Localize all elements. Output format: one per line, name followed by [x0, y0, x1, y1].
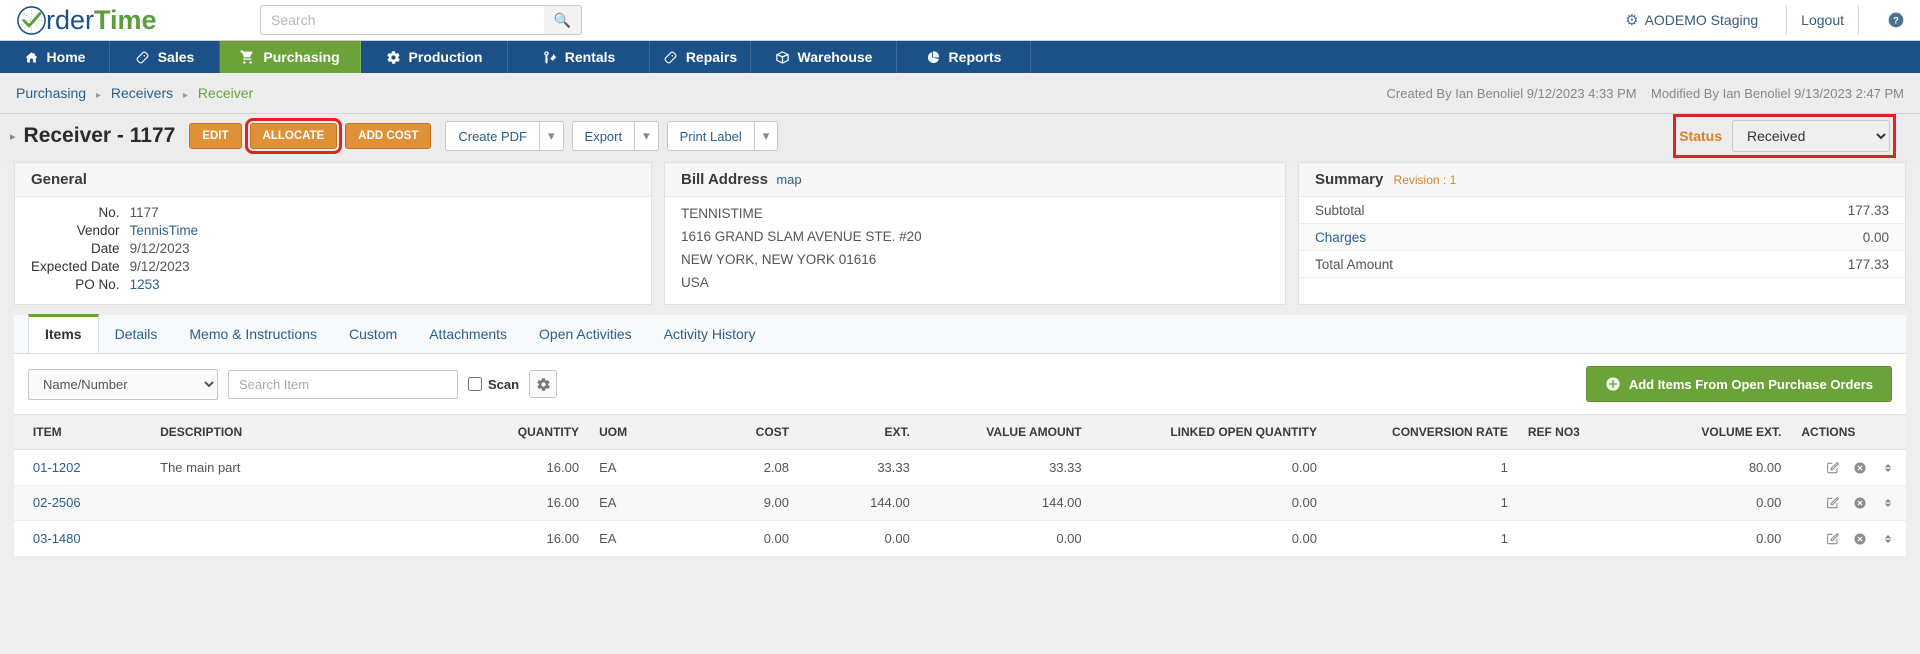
svg-text:?: ?	[1893, 15, 1899, 25]
